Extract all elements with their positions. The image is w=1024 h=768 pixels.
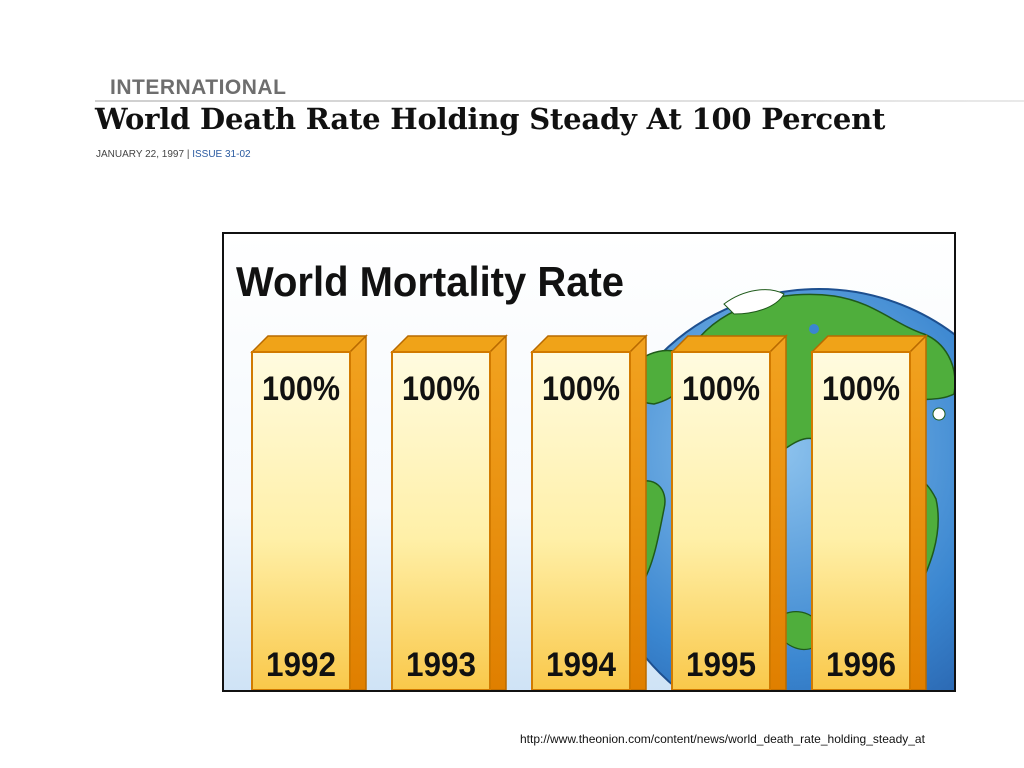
value-label: 100% — [682, 370, 760, 408]
bar-1995: 100% 1995 — [670, 334, 788, 690]
value-label: 100% — [542, 370, 620, 408]
bar-side — [489, 334, 507, 690]
bar-group: 100% 1992 100% 1993 100% 1994 100% 1995 100% 1996 — [250, 334, 928, 690]
dateline-separator: | — [186, 149, 190, 160]
issue-link[interactable]: ISSUE 31-02 — [192, 149, 251, 160]
bar-side — [769, 334, 787, 690]
bar-top — [250, 335, 368, 353]
bar-top — [390, 335, 508, 353]
bar-top — [530, 335, 648, 353]
bar-1992: 100% 1992 — [250, 334, 368, 690]
header-rule — [95, 100, 1024, 102]
value-label: 100% — [822, 370, 900, 408]
article-headline: World Death Rate Holding Steady At 100 P… — [95, 102, 886, 136]
bar-front — [671, 351, 771, 690]
category-label: 1993 — [406, 646, 476, 684]
mortality-chart: World Mortality Rate 100% 1992 100% 1993 100… — [222, 232, 956, 692]
bar-1996: 100% 1996 — [810, 334, 928, 690]
bar-1994: 100% 1994 — [530, 334, 648, 690]
category-label: 1994 — [546, 646, 616, 684]
bar-front — [391, 351, 491, 690]
bar-front — [531, 351, 631, 690]
bar-front — [251, 351, 351, 690]
category-label: 1996 — [826, 646, 896, 684]
bar-side — [629, 334, 647, 690]
bar-top — [810, 335, 928, 353]
source-url[interactable]: http://www.theonion.com/content/news/wor… — [520, 732, 925, 746]
value-label: 100% — [262, 370, 340, 408]
chart-svg: World Mortality Rate 100%1992100%1993100… — [224, 234, 954, 690]
bar-front — [811, 351, 911, 690]
value-label: 100% — [402, 370, 480, 408]
bar-side — [349, 334, 367, 690]
article-dateline: JANUARY 22, 1997 | ISSUE 31-02 — [96, 149, 251, 160]
bar-top — [670, 335, 788, 353]
article-date: JANUARY 22, 1997 — [96, 149, 185, 160]
chart-title: World Mortality Rate — [236, 258, 624, 305]
category-label: 1995 — [686, 646, 756, 684]
bar-side — [909, 334, 927, 690]
bar-1993: 100% 1993 — [390, 334, 508, 690]
section-label: INTERNATIONAL — [110, 76, 287, 99]
category-label: 1992 — [266, 646, 336, 684]
